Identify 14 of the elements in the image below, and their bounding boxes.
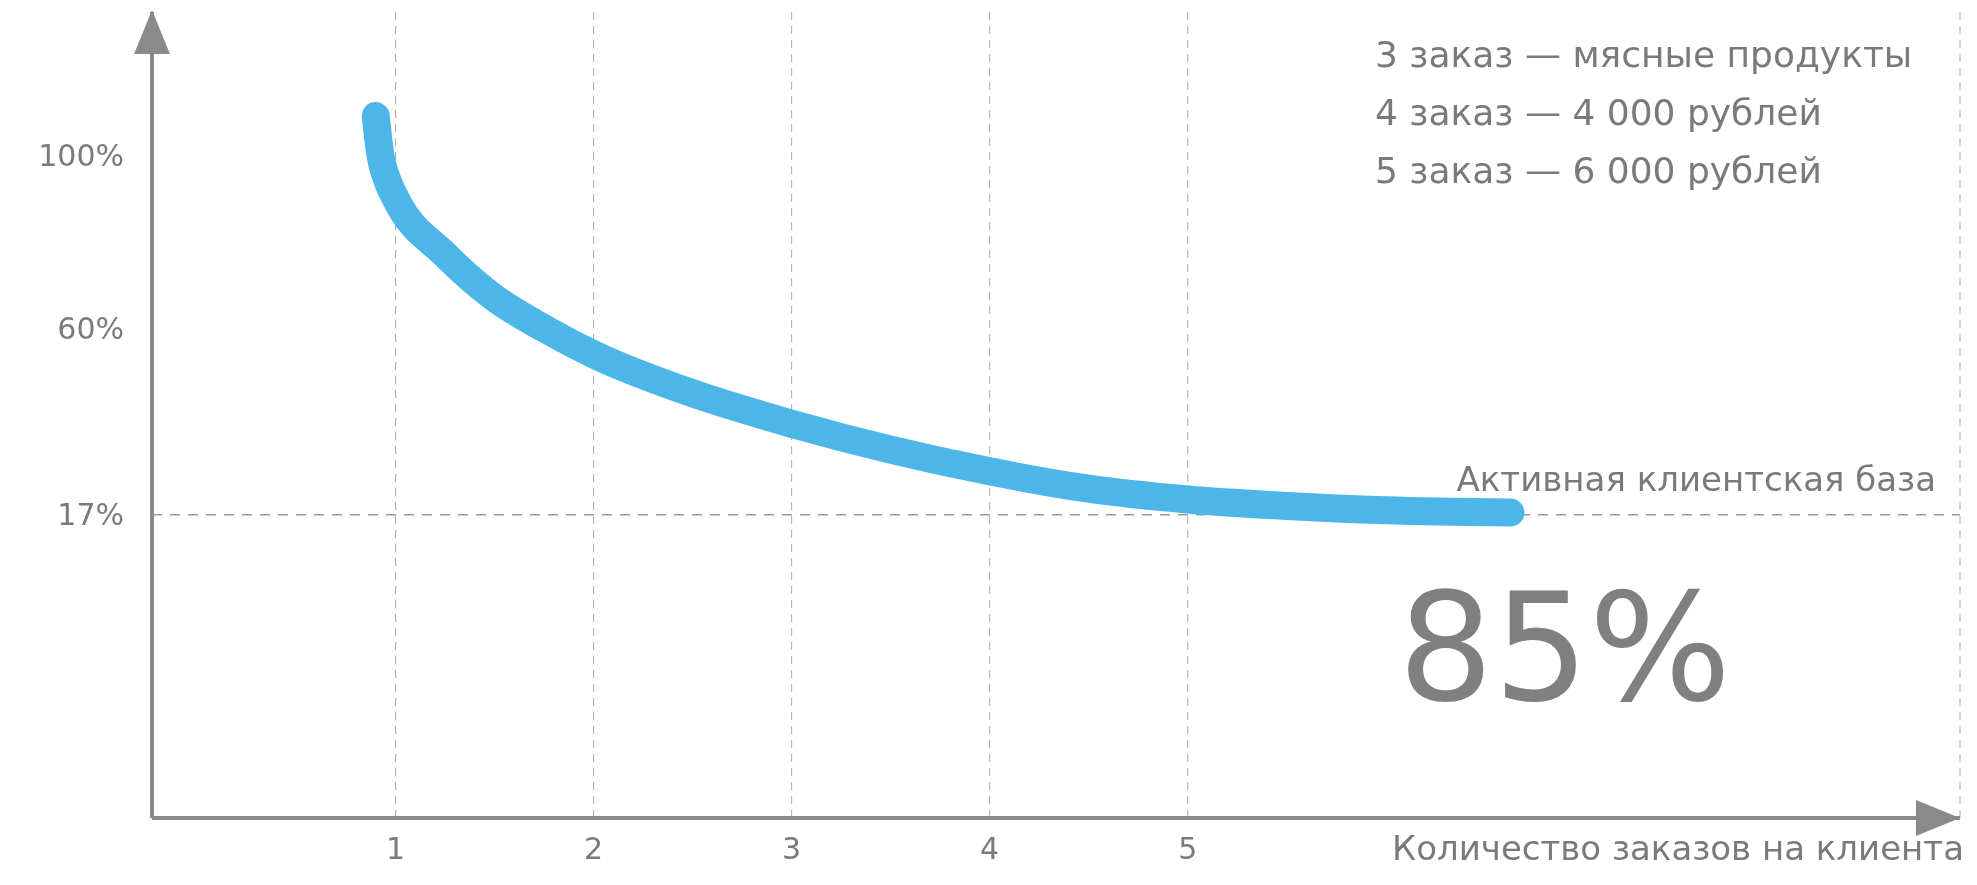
y-tick-label: 100% <box>38 137 124 173</box>
x-tick-label: 5 <box>1178 831 1198 867</box>
x-tick-label: 1 <box>386 831 406 867</box>
annotation: 4 заказ — 4 000 рублей <box>1375 91 1823 135</box>
annotation: 5 заказ — 6 000 рублей <box>1375 149 1823 193</box>
annotation: 3 заказ — мясные продукты <box>1375 33 1913 77</box>
ref-line-label: Активная клиентская база <box>1456 458 1936 499</box>
y-tick-label: 17% <box>57 497 124 533</box>
annotation: 85% <box>1398 561 1732 735</box>
x-tick-label: 2 <box>584 831 604 867</box>
x-tick-label: 3 <box>782 831 802 867</box>
x-tick-label: 4 <box>980 831 1000 867</box>
x-axis-title: Количество заказов на клиента <box>1392 828 1964 868</box>
y-tick-label: 60% <box>57 310 124 346</box>
